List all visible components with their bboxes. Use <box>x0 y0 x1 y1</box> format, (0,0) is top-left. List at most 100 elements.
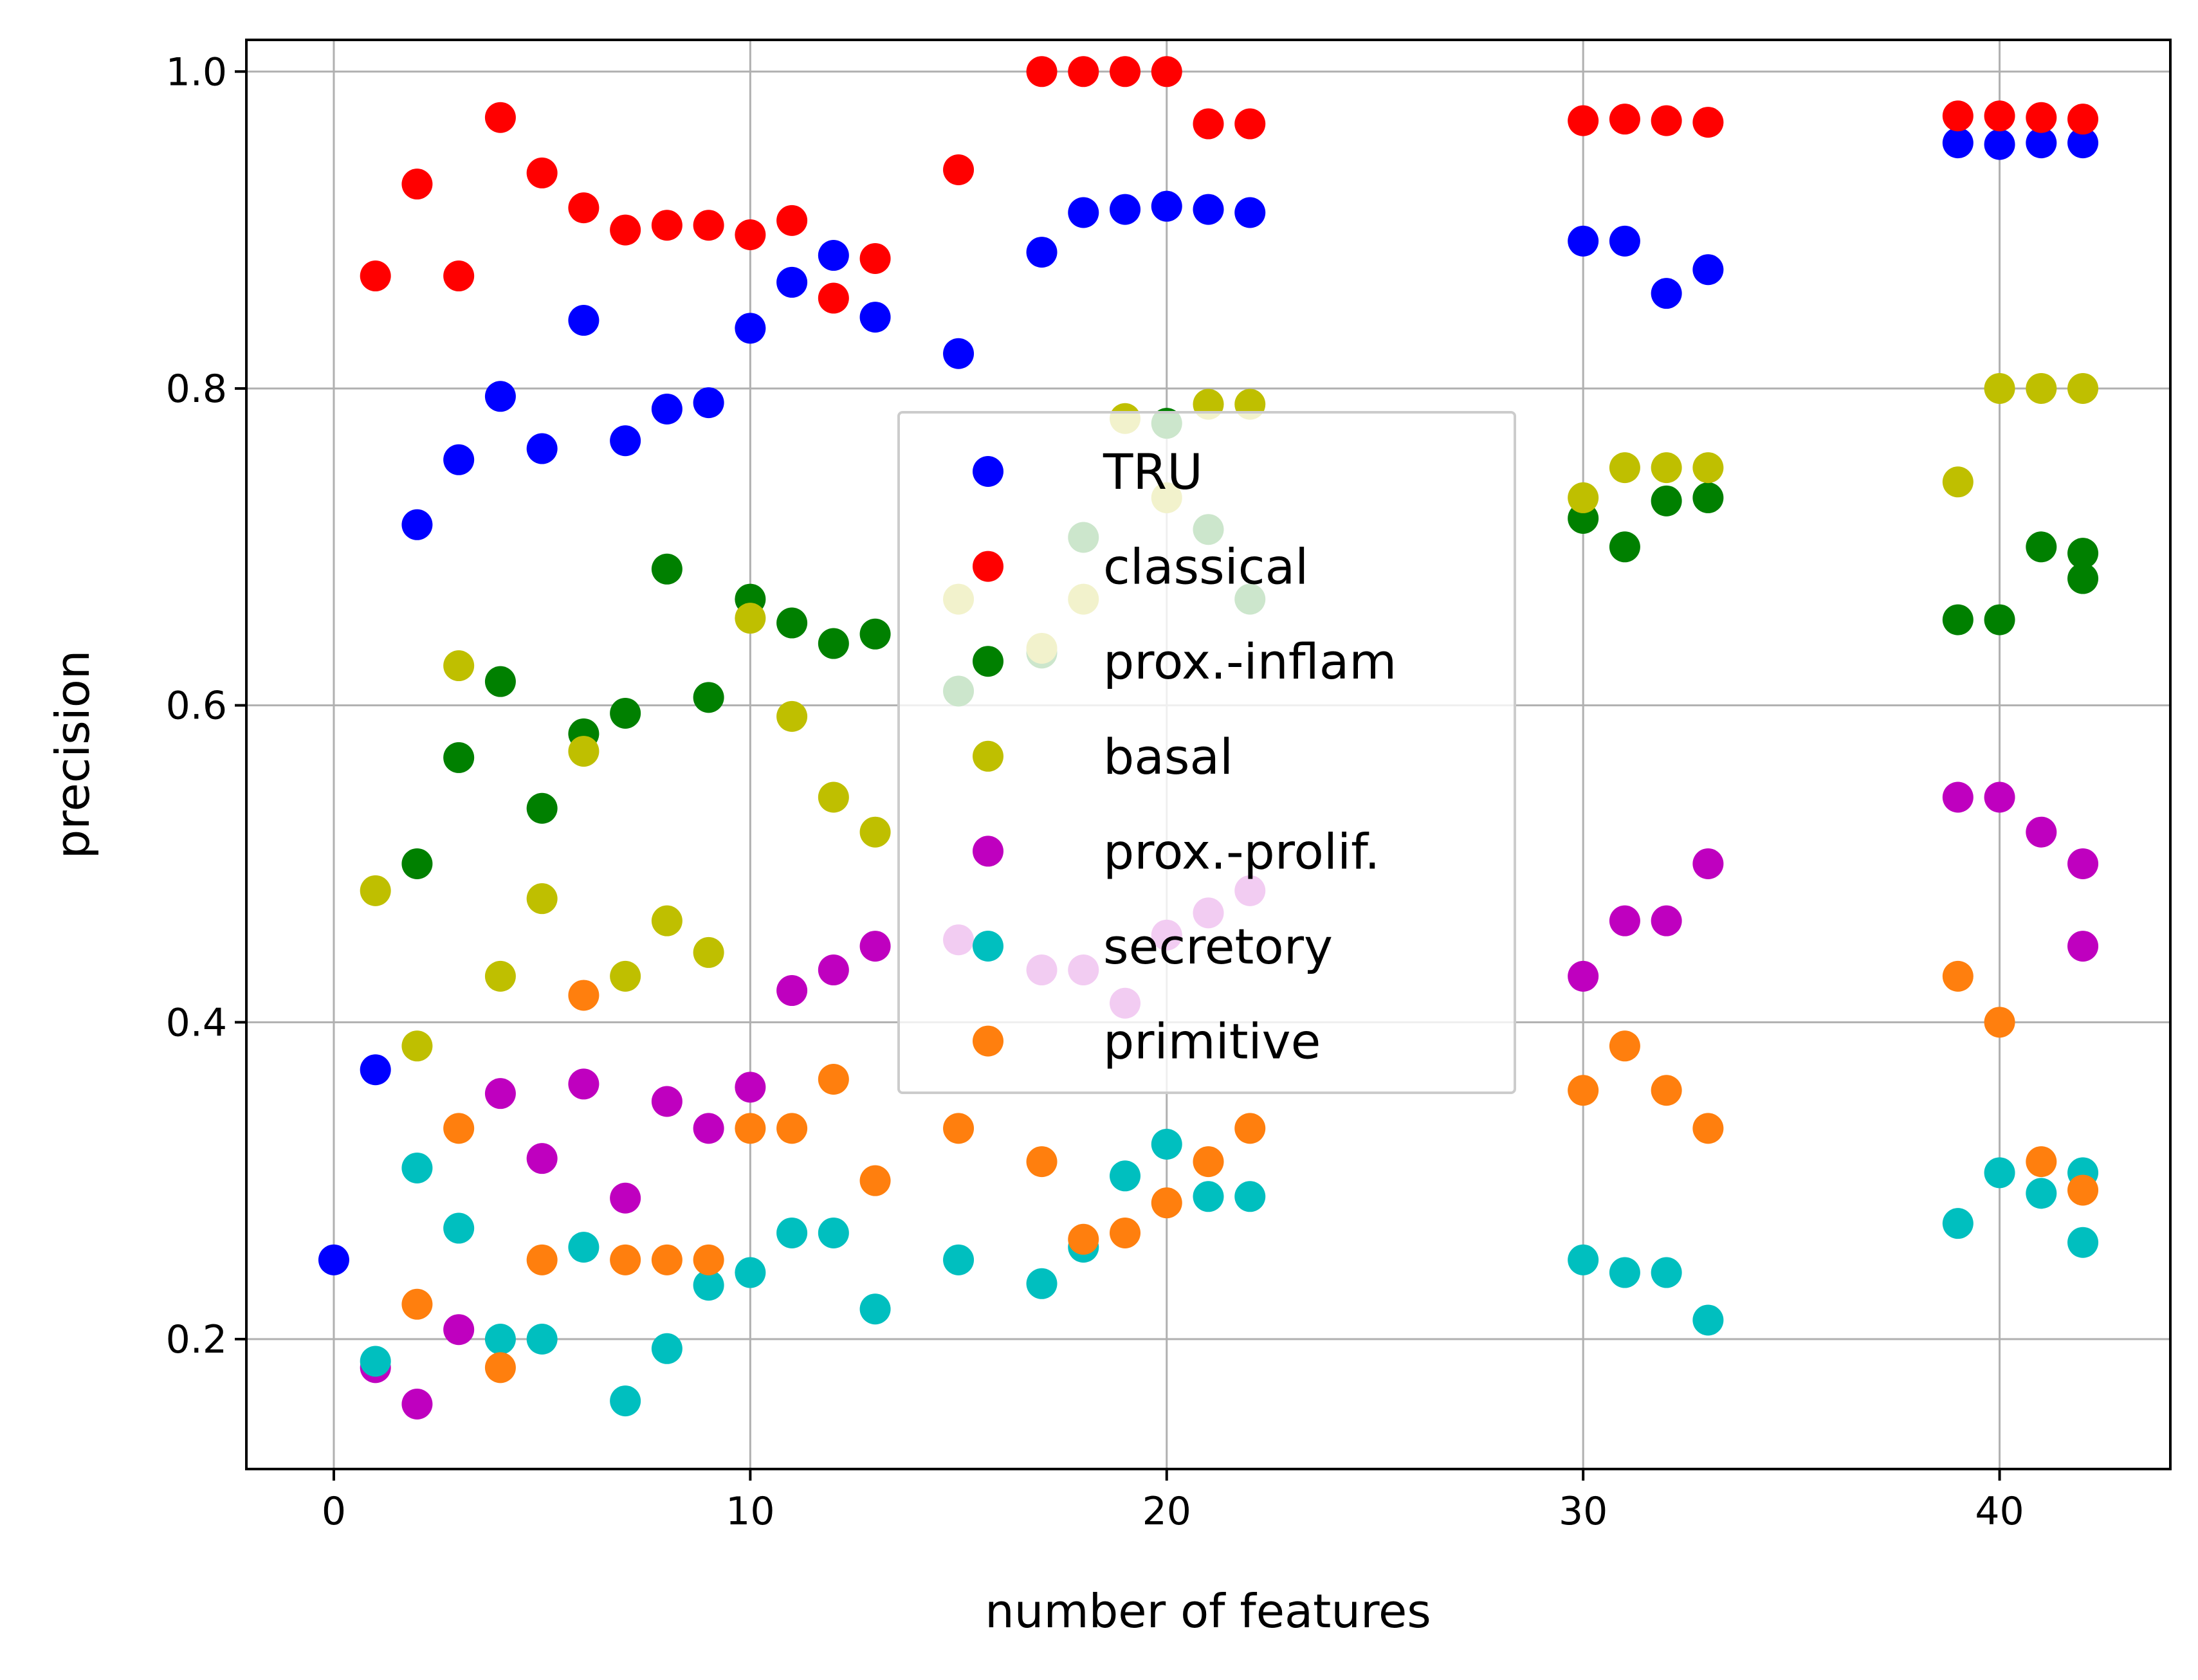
data-point <box>360 260 391 292</box>
data-point <box>1151 190 1182 222</box>
data-point <box>1068 197 1099 228</box>
data-point <box>610 1385 641 1417</box>
data-point <box>2026 102 2057 133</box>
data-point <box>2067 127 2099 159</box>
data-point <box>526 1143 558 1174</box>
data-point <box>568 1232 600 1263</box>
data-point <box>1984 372 2015 404</box>
data-point <box>484 1078 516 1109</box>
data-point <box>1151 1187 1182 1219</box>
data-point <box>818 628 849 659</box>
data-point <box>318 1244 349 1275</box>
x-tick-label: 0 <box>322 1489 346 1534</box>
data-point <box>693 210 724 241</box>
x-tick-label: 40 <box>1975 1489 2024 1534</box>
data-point <box>1942 1208 1974 1239</box>
data-point <box>735 1113 766 1144</box>
data-point <box>2067 1227 2099 1258</box>
series-0 <box>318 127 2099 1275</box>
data-point <box>651 553 682 585</box>
data-point <box>818 1217 849 1248</box>
data-point <box>568 305 600 336</box>
data-point <box>610 960 641 992</box>
series-6 <box>401 960 2099 1383</box>
data-point <box>859 1165 891 1196</box>
legend-marker <box>973 835 1003 867</box>
legend-label: prox.-prolif. <box>1103 823 1380 880</box>
data-point <box>2067 931 2099 962</box>
data-point <box>859 1293 891 1325</box>
data-point <box>1651 905 1682 936</box>
legend-label: TRU <box>1103 443 1203 500</box>
legend-label: classical <box>1103 538 1308 596</box>
data-point <box>1609 452 1640 484</box>
axis-ticks: 0 10 20 30 40 0.2 0.4 0.6 0.8 1.0 <box>166 50 2024 1534</box>
data-point <box>1651 105 1682 136</box>
data-point <box>1651 452 1682 484</box>
data-point <box>818 781 849 813</box>
series-5 <box>360 1129 2099 1417</box>
data-point <box>776 1217 808 1248</box>
data-point <box>1609 531 1640 563</box>
data-point <box>526 433 558 464</box>
data-point <box>443 1212 475 1244</box>
data-point <box>1151 1129 1182 1160</box>
data-point <box>2026 372 2057 404</box>
data-point <box>943 1113 975 1144</box>
data-point <box>1568 1244 1599 1275</box>
y-tick-label: 0.4 <box>166 1000 227 1045</box>
data-point <box>693 387 724 419</box>
data-point <box>2026 1146 2057 1178</box>
x-tick-label: 30 <box>1559 1489 1607 1534</box>
data-point <box>735 1257 766 1288</box>
data-point <box>693 936 724 968</box>
data-point <box>1942 604 1974 635</box>
data-point <box>1984 100 2015 132</box>
legend-label: basal <box>1103 728 1233 785</box>
y-tick-label: 0.6 <box>166 684 227 729</box>
data-point <box>610 1182 641 1214</box>
data-point <box>1193 108 1224 140</box>
data-point <box>568 1068 600 1100</box>
data-point <box>2026 531 2057 563</box>
data-point <box>526 157 558 188</box>
y-tick-label: 0.2 <box>166 1317 227 1362</box>
data-point <box>568 980 600 1011</box>
data-point <box>401 1030 433 1062</box>
data-point <box>859 302 891 333</box>
data-point <box>401 1288 433 1320</box>
data-point <box>568 192 600 224</box>
data-point <box>1568 482 1599 513</box>
data-point <box>776 266 808 298</box>
data-point <box>776 700 808 732</box>
legend-label: primitive <box>1103 1013 1321 1070</box>
data-point <box>1651 485 1682 516</box>
legend-label: prox.-inflam <box>1103 633 1397 690</box>
data-point <box>859 618 891 650</box>
data-point <box>484 666 516 697</box>
data-point <box>2026 816 2057 848</box>
data-point <box>818 1064 849 1095</box>
data-point <box>1984 1157 2015 1189</box>
data-point <box>1234 108 1266 140</box>
data-point <box>859 242 891 274</box>
data-point <box>1692 452 1724 484</box>
data-point <box>484 1352 516 1383</box>
data-point <box>1568 225 1599 257</box>
data-point <box>2026 127 2057 159</box>
data-point <box>1651 1075 1682 1106</box>
data-point <box>1609 905 1640 936</box>
plot-frame <box>245 39 2172 1470</box>
data-point <box>651 905 682 936</box>
data-point <box>1942 466 1974 498</box>
legend-marker <box>973 551 1003 582</box>
legend-box <box>897 411 1516 1094</box>
legend-marker <box>973 1025 1003 1057</box>
data-point <box>776 1113 808 1144</box>
data-point <box>401 509 433 540</box>
data-point <box>443 742 475 773</box>
data-point <box>526 883 558 915</box>
data-point <box>484 960 516 992</box>
data-point <box>1984 604 2015 635</box>
